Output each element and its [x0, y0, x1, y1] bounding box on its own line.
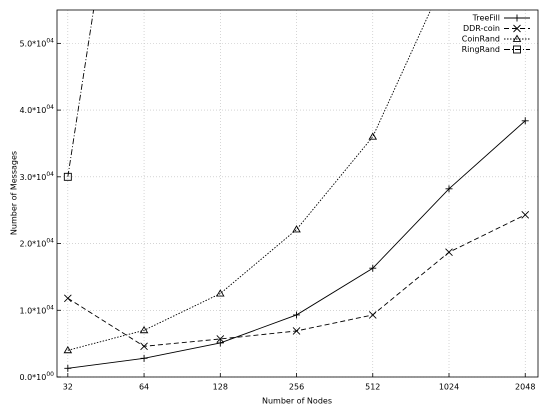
legend-label: TreeFill: [472, 14, 500, 23]
x-tick-label: 64: [139, 383, 149, 392]
marker: [139, 325, 149, 334]
marker: [445, 248, 453, 257]
y-tick-label: 5.0*1004: [19, 37, 54, 48]
x-axis-label: Number of Nodes: [262, 397, 332, 406]
y-tick-label: 3.0*1004: [19, 170, 54, 181]
marker: [512, 34, 522, 42]
marker: [140, 342, 148, 351]
marker: [369, 264, 377, 272]
y-tick-label: 4.0*1004: [19, 104, 54, 115]
marker: [292, 327, 301, 335]
marker: [216, 339, 224, 347]
marker: [63, 172, 72, 181]
x-tick-label: 256: [289, 383, 304, 392]
marker: [63, 345, 73, 354]
marker: [368, 132, 378, 140]
marker: [368, 311, 377, 319]
legend-label: RingRand: [462, 45, 500, 54]
marker: [64, 294, 72, 303]
x-tick-label: 512: [365, 383, 380, 392]
marker: [293, 311, 301, 319]
plot-area: [63, 10, 530, 372]
marker: [216, 335, 225, 343]
marker: [292, 225, 301, 233]
marker: [513, 14, 521, 22]
y-tick-label: 2.0*1004: [19, 237, 54, 248]
x-tick-label: 32: [63, 383, 73, 392]
y-tick-label: 1.0*1004: [19, 304, 54, 315]
marker: [521, 211, 530, 219]
x-tick-label: 1024: [439, 383, 459, 392]
marker: [216, 289, 225, 297]
marker: [140, 354, 148, 362]
marker: [521, 117, 529, 125]
legend-label: DDR-coin: [463, 24, 500, 33]
series-line: [67, 10, 432, 351]
plot-frame: [56, 9, 539, 378]
marker: [513, 24, 521, 33]
marker: [445, 185, 453, 193]
legend-label: CoinRand: [462, 35, 500, 44]
marker: [64, 364, 72, 372]
marker: [513, 45, 521, 54]
x-tick-label: 128: [213, 383, 228, 392]
y-axis-label: Number of Messages: [10, 151, 19, 235]
x-tick-label: 2048: [515, 383, 535, 392]
y-tick-label: 0.0*1000: [19, 371, 54, 382]
